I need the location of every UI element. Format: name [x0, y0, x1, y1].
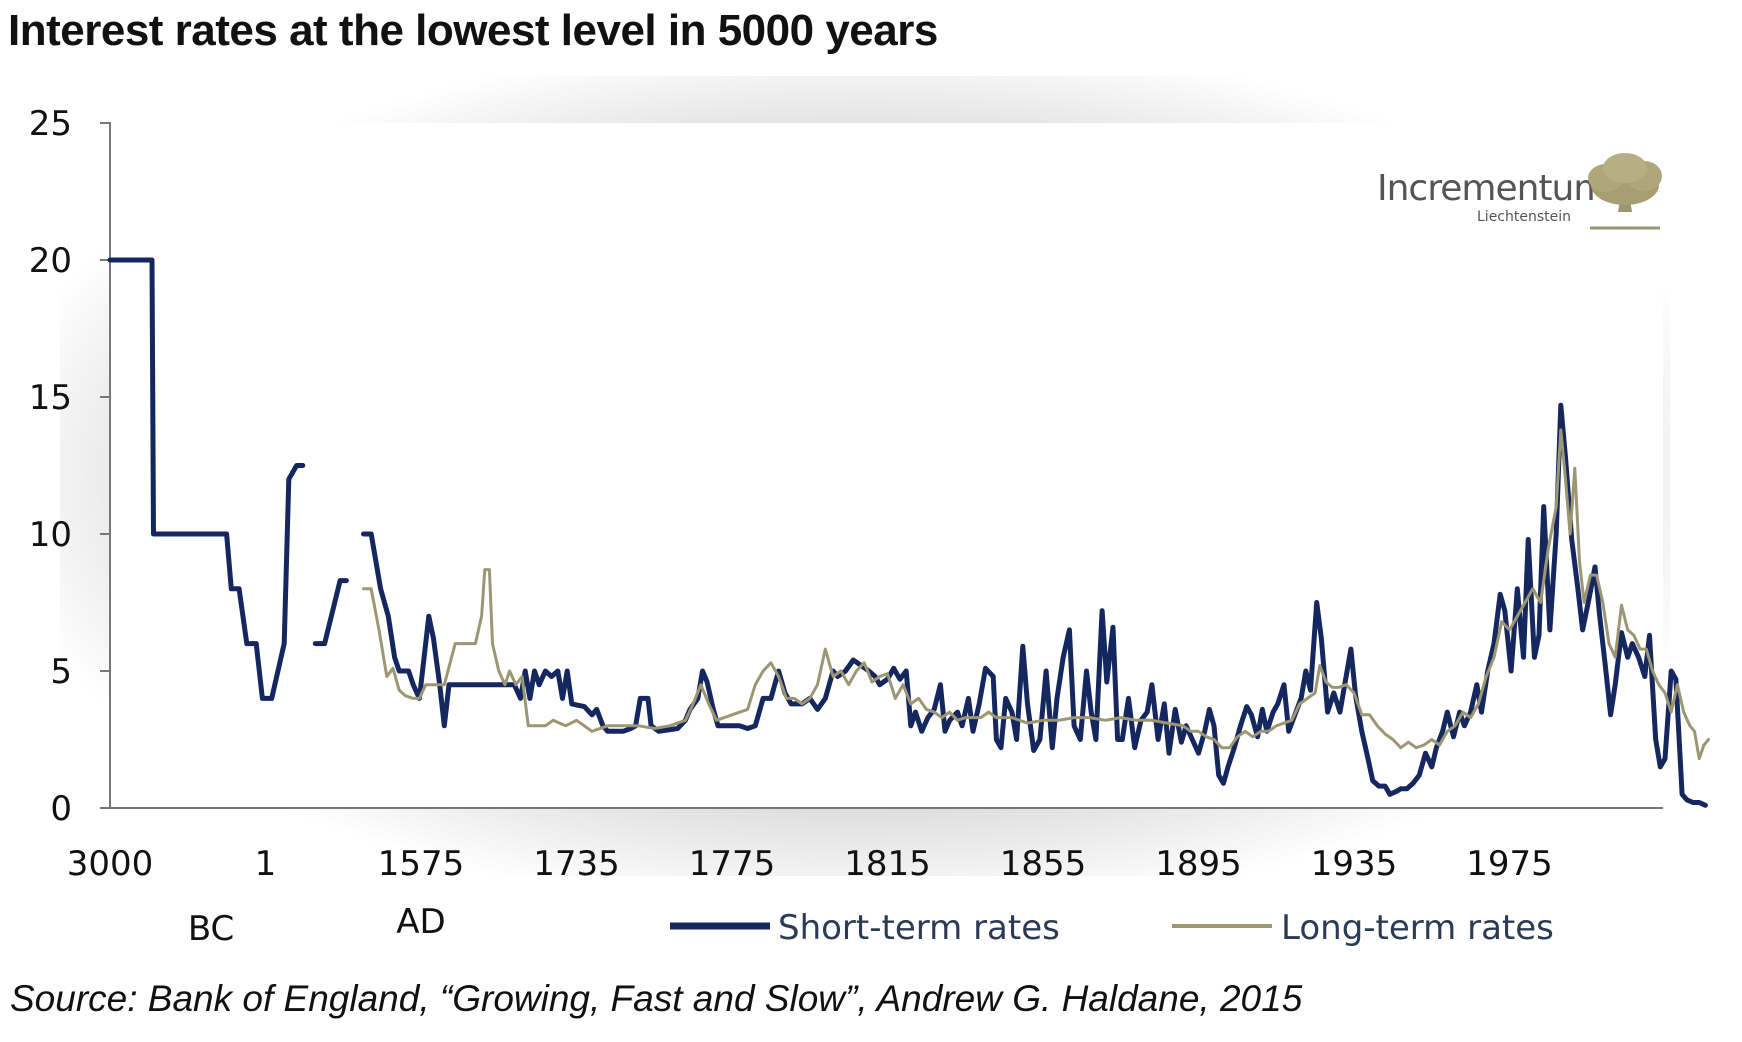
x-tick-label: 1575	[378, 844, 465, 884]
series-short-term	[107, 257, 1708, 808]
era-label: BC	[188, 909, 234, 949]
x-tick-label: 1	[255, 844, 277, 884]
y-axis: 0 5 10 15 20 25	[29, 104, 111, 829]
y-tick-label: 0	[50, 789, 72, 829]
y-tick-label: 15	[29, 378, 72, 418]
logo: Incrementum Liechtenstein	[1377, 153, 1662, 230]
x-tick-label: 1775	[689, 844, 776, 884]
x-tick-label: 1975	[1466, 844, 1553, 884]
legend-item-short: Short-term rates	[670, 908, 1060, 948]
series-long-term	[362, 428, 1710, 761]
legend: Short-term rates Long-term rates	[670, 908, 1554, 948]
legend-label-long: Long-term rates	[1281, 908, 1554, 948]
x-tick-label: 1855	[1000, 844, 1087, 884]
y-tick-label: 20	[29, 241, 72, 281]
x-tick-label: 3000	[67, 844, 154, 884]
series-layer	[107, 257, 1710, 808]
y-tick-label: 10	[29, 515, 72, 555]
series-line	[312, 578, 349, 647]
plot-area	[110, 123, 1663, 808]
era-label: AD	[396, 902, 445, 942]
y-tick-label: 5	[50, 652, 72, 692]
x-tick-label: 1935	[1311, 844, 1398, 884]
chart-title: Interest rates at the lowest level in 50…	[8, 6, 938, 55]
series-line	[362, 428, 1710, 761]
y-tick-label: 25	[29, 104, 72, 144]
x-tick-label: 1815	[844, 844, 931, 884]
series-line	[107, 257, 306, 701]
logo-sub: Liechtenstein	[1477, 209, 1571, 225]
series-line	[361, 402, 1708, 808]
legend-label-short: Short-term rates	[778, 908, 1060, 948]
x-axis: 3000 1 1575 1735 1775 1815 1855 1895 1935 1975 BC A…	[67, 807, 1663, 949]
source-note: Source: Bank of England, “Growing, Fast …	[10, 978, 1303, 1019]
x-tick-label: 1735	[533, 844, 620, 884]
x-tick-label: 1895	[1155, 844, 1242, 884]
oak-tree-icon	[1588, 153, 1662, 230]
logo-name: Incrementum	[1377, 168, 1607, 209]
legend-item-long: Long-term rates	[1172, 908, 1554, 948]
